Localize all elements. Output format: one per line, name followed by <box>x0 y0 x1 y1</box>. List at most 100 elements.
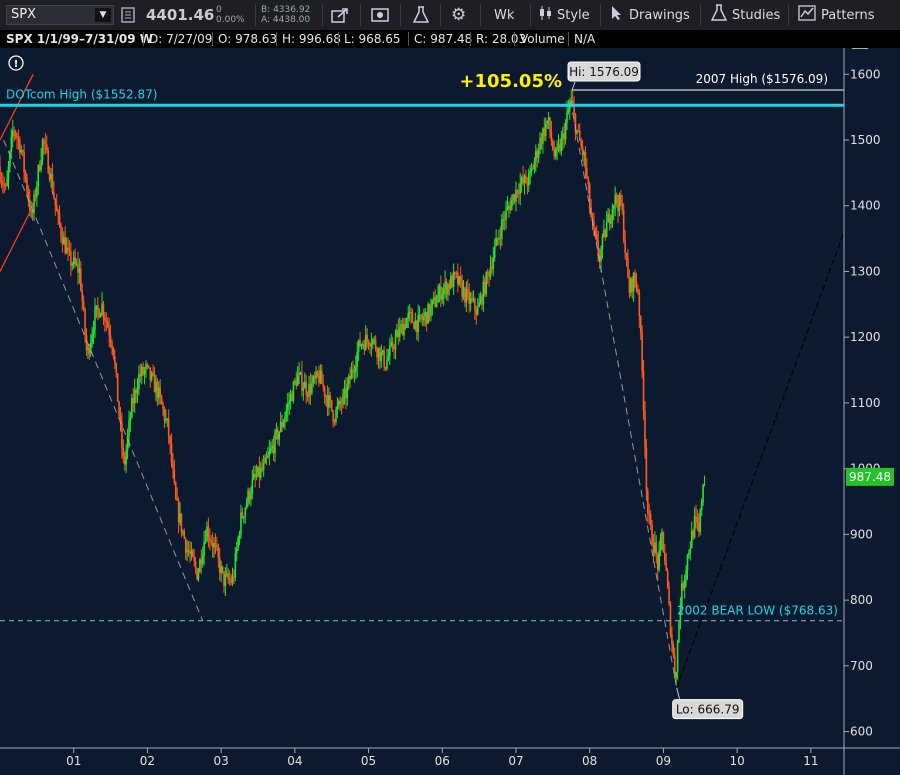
candle-body <box>553 149 556 157</box>
candle-body <box>576 130 578 134</box>
candle-body <box>530 168 533 171</box>
candle-body <box>391 341 394 349</box>
candle-body <box>105 320 108 322</box>
candle-body <box>11 130 14 137</box>
candle-body <box>597 240 599 256</box>
candle-body <box>647 491 649 514</box>
gear-icon[interactable]: ⚙ <box>451 5 467 25</box>
flask-icon[interactable] <box>413 0 429 30</box>
candle-body <box>36 185 38 198</box>
candle-body <box>203 541 205 556</box>
candle-body <box>149 367 152 380</box>
candle-body <box>186 549 188 553</box>
candle-body <box>662 531 665 553</box>
candle-body <box>261 468 264 471</box>
candle-body <box>702 484 704 503</box>
candle-body <box>537 150 540 158</box>
candle-body <box>24 171 27 178</box>
info-icon: ! <box>8 55 24 71</box>
candle-body <box>377 347 380 358</box>
candle-body <box>427 304 429 324</box>
candle-body <box>339 400 342 405</box>
candle-body <box>452 272 455 288</box>
candle-body <box>165 418 167 421</box>
candle-body <box>611 208 614 220</box>
candle-body <box>298 373 300 376</box>
candle-body <box>3 184 6 186</box>
candle-body <box>665 561 668 571</box>
candle-body <box>184 538 187 553</box>
candle-body <box>353 371 356 373</box>
price-chart[interactable]: 2002 BEAR LOW ($768.63) DOTcom High ($155… <box>0 48 900 775</box>
chart-settings-icon[interactable] <box>371 0 389 30</box>
last-price: 4401.46 <box>146 6 215 24</box>
candle-body <box>387 356 390 360</box>
aggregation-button[interactable]: Wk <box>494 0 514 30</box>
candle-body <box>483 281 486 295</box>
candle-body <box>654 542 656 553</box>
drawings-button[interactable]: Drawings <box>611 0 690 30</box>
candle-body <box>231 576 234 583</box>
candle-body <box>498 237 500 240</box>
symbol-selector[interactable]: SPX ▼ <box>6 5 114 25</box>
candle-body <box>690 530 693 549</box>
candle-body <box>421 319 424 321</box>
studies-button[interactable]: Studies <box>710 0 780 30</box>
candle-body <box>282 422 285 427</box>
candle-body <box>111 342 113 348</box>
info-volume-label: Volume <box>520 32 565 46</box>
last-price-marker <box>846 467 894 486</box>
candle-body <box>570 100 573 103</box>
info-volume-value: N/A <box>574 32 596 46</box>
style-button[interactable]: Style <box>539 0 590 30</box>
candle-body <box>43 139 45 144</box>
candle-body <box>499 237 502 239</box>
candle-body <box>142 366 144 374</box>
y-tick-label: 1500 <box>850 133 881 147</box>
annotations: 2002 BEAR LOW ($768.63) DOTcom High ($155… <box>0 55 845 720</box>
candle-body <box>425 312 428 324</box>
candle-body <box>138 373 140 389</box>
candle-body <box>332 410 334 422</box>
candle-body <box>99 313 102 318</box>
patterns-button[interactable]: Patterns <box>798 0 875 30</box>
candle-body <box>649 514 652 526</box>
candle-body <box>271 445 273 449</box>
info-date: D: 7/27/09 <box>149 32 213 46</box>
share-icon[interactable] <box>331 0 349 30</box>
candle-body <box>428 304 431 317</box>
candle-body <box>19 139 21 153</box>
candle-body <box>286 403 289 411</box>
candle-body <box>700 502 703 510</box>
candle-body <box>491 267 493 269</box>
candle-body <box>82 301 85 310</box>
candle-body <box>696 517 699 524</box>
axes: 6007008009001000110012001300140015001600… <box>0 48 900 775</box>
candle-body <box>532 168 534 170</box>
candle-body <box>560 138 563 152</box>
candle-body <box>123 456 126 465</box>
candle-body <box>547 117 550 121</box>
candle-body <box>506 206 509 210</box>
candle-body <box>78 268 81 273</box>
link-icon[interactable] <box>121 0 137 30</box>
candle-body <box>376 349 378 358</box>
candle-body <box>200 559 203 564</box>
candle-body <box>81 290 84 302</box>
candle-body <box>415 320 418 332</box>
candle-body <box>245 503 248 509</box>
candle-body <box>320 370 323 384</box>
candle-body <box>698 523 700 532</box>
candle-body <box>38 165 41 171</box>
candle-body <box>644 410 646 448</box>
candle-body <box>420 314 422 320</box>
chevron-down-icon[interactable]: ▼ <box>95 8 111 22</box>
candle-body <box>197 572 200 580</box>
candle-body <box>268 451 271 456</box>
candle-body <box>535 150 537 162</box>
candle-body <box>525 175 527 184</box>
candle-body <box>315 371 317 379</box>
candle-body <box>455 272 458 274</box>
candle-body <box>255 475 258 477</box>
candle-body <box>587 177 590 185</box>
